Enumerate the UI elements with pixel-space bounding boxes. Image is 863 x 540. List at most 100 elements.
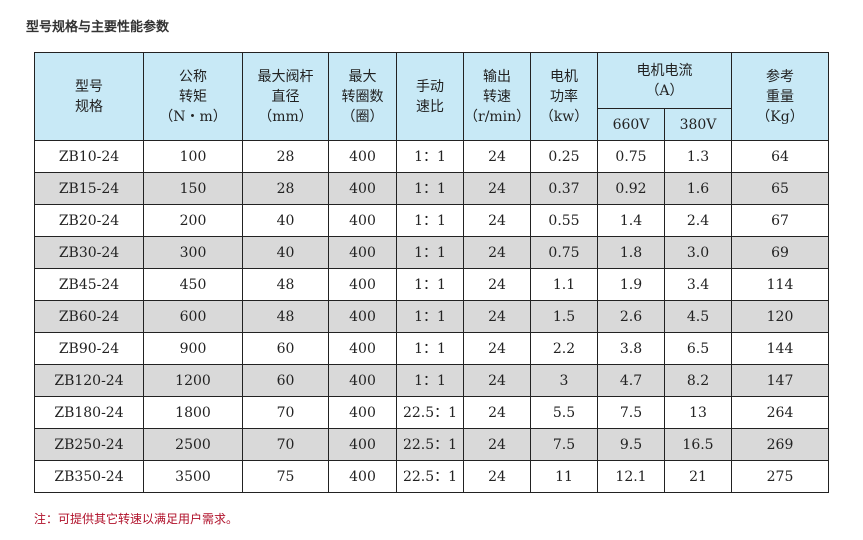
header-speed: 输出 转速 （r/min） <box>463 52 531 141</box>
table-cell: 4.5 <box>664 300 732 333</box>
table-cell: 2.4 <box>664 204 732 237</box>
table-cell: 1：1 <box>396 268 464 301</box>
table-cell: 1.9 <box>597 268 665 301</box>
header-model: 型号 规格 <box>34 52 144 141</box>
table-cell: 24 <box>463 268 531 301</box>
table-cell: ZB15-24 <box>34 172 144 205</box>
table-cell: 150 <box>143 172 243 205</box>
table-cell: 40 <box>242 236 329 269</box>
table-cell: 16.5 <box>664 428 732 461</box>
table-cell: 120 <box>731 300 829 333</box>
table-cell: 144 <box>731 332 829 365</box>
table-cell: 65 <box>731 172 829 205</box>
header-660v: 660V <box>597 108 665 141</box>
table-cell: 1800 <box>143 396 243 429</box>
table-cell: ZB30-24 <box>34 236 144 269</box>
table-cell: 21 <box>664 460 732 493</box>
table-cell: 22.5：1 <box>396 428 464 461</box>
table-row: ZB120-24 1200 60 400 1：1 24 3 4.7 8.2 147 <box>34 364 829 397</box>
table-cell: 400 <box>328 364 397 397</box>
table-cell: 114 <box>731 268 829 301</box>
table-cell: 22.5：1 <box>396 396 464 429</box>
table-row: ZB15-24 150 28 400 1：1 24 0.37 0.92 1.6 65 <box>34 172 829 205</box>
table-cell: 400 <box>328 236 397 269</box>
table-cell: 200 <box>143 204 243 237</box>
header-stem: 最大阀杆 直径 （mm） <box>242 52 329 141</box>
table-cell: 24 <box>463 428 531 461</box>
table-row: ZB90-24 900 60 400 1：1 24 2.2 3.8 6.5 144 <box>34 332 829 365</box>
table-cell: 2500 <box>143 428 243 461</box>
table-cell: 300 <box>143 236 243 269</box>
table-cell: 48 <box>242 268 329 301</box>
table-cell: 2.2 <box>530 332 598 365</box>
table-cell: 40 <box>242 204 329 237</box>
table-cell: 1：1 <box>396 204 464 237</box>
table-cell: ZB90-24 <box>34 332 144 365</box>
table-cell: 48 <box>242 300 329 333</box>
table-cell: 3.8 <box>597 332 665 365</box>
table-cell: ZB20-24 <box>34 204 144 237</box>
table-cell: 75 <box>242 460 329 493</box>
table-cell: 24 <box>463 236 531 269</box>
table-cell: 24 <box>463 332 531 365</box>
table-cell: 4.7 <box>597 364 665 397</box>
table-cell: 1：1 <box>396 332 464 365</box>
table-cell: 24 <box>463 364 531 397</box>
table-cell: 0.55 <box>530 204 598 237</box>
table-cell: 0.75 <box>597 140 665 173</box>
table-cell: 400 <box>328 140 397 173</box>
table-cell: ZB180-24 <box>34 396 144 429</box>
table-cell: 2.6 <box>597 300 665 333</box>
header-torque: 公称 转矩 （N・m） <box>143 52 243 141</box>
table-cell: 3 <box>530 364 598 397</box>
header-380v: 380V <box>664 108 732 141</box>
header-power: 电机 功率 （kw） <box>530 52 598 141</box>
table-cell: 450 <box>143 268 243 301</box>
table-cell: 6.5 <box>664 332 732 365</box>
table-cell: 0.92 <box>597 172 665 205</box>
table-cell: 269 <box>731 428 829 461</box>
table-cell: 400 <box>328 172 397 205</box>
table-cell: 0.37 <box>530 172 598 205</box>
table-cell: 22.5：1 <box>396 460 464 493</box>
header-turns: 最大 转圈数 （圈） <box>328 52 397 141</box>
table-row: ZB30-24 300 40 400 1：1 24 0.75 1.8 3.0 69 <box>34 236 829 269</box>
table-cell: 5.5 <box>530 396 598 429</box>
table-row: ZB180-24 1800 70 400 22.5：1 24 5.5 7.5 13 264 <box>34 396 829 429</box>
header-current: 电机电流 （A） <box>597 52 732 109</box>
table-cell: ZB120-24 <box>34 364 144 397</box>
table-cell: 1：1 <box>396 236 464 269</box>
table-cell: 1.4 <box>597 204 665 237</box>
table-cell: 3.4 <box>664 268 732 301</box>
table-cell: 13 <box>664 396 732 429</box>
table-cell: 1.8 <box>597 236 665 269</box>
table-cell: ZB60-24 <box>34 300 144 333</box>
table-cell: 24 <box>463 140 531 173</box>
table-cell: 24 <box>463 172 531 205</box>
page-title: 型号规格与主要性能参数 <box>26 20 170 35</box>
table-cell: 0.25 <box>530 140 598 173</box>
table-cell: 900 <box>143 332 243 365</box>
table-cell: 1：1 <box>396 172 464 205</box>
table-cell: 12.1 <box>597 460 665 493</box>
table-cell: 1：1 <box>396 364 464 397</box>
table-cell: 1：1 <box>396 140 464 173</box>
table-row: ZB10-24 100 28 400 1：1 24 0.25 0.75 1.3 64 <box>34 140 829 173</box>
table-cell: 24 <box>463 204 531 237</box>
table-cell: 24 <box>463 460 531 493</box>
footnote: 注：可提供其它转速以满足用户需求。 <box>34 512 239 526</box>
table-row: ZB250-24 2500 70 400 22.5：1 24 7.5 9.5 16.5 269 <box>34 428 829 461</box>
table-cell: 400 <box>328 204 397 237</box>
table-cell: ZB250-24 <box>34 428 144 461</box>
table-cell: 0.75 <box>530 236 598 269</box>
table-cell: 400 <box>328 268 397 301</box>
table-row: ZB45-24 450 48 400 1：1 24 1.1 1.9 3.4 114 <box>34 268 829 301</box>
table-cell: 7.5 <box>530 428 598 461</box>
table-cell: 1：1 <box>396 300 464 333</box>
table-cell: ZB45-24 <box>34 268 144 301</box>
table-cell: 60 <box>242 332 329 365</box>
table-cell: 3.0 <box>664 236 732 269</box>
table-cell: 60 <box>242 364 329 397</box>
table-cell: 264 <box>731 396 829 429</box>
table-cell: 70 <box>242 396 329 429</box>
